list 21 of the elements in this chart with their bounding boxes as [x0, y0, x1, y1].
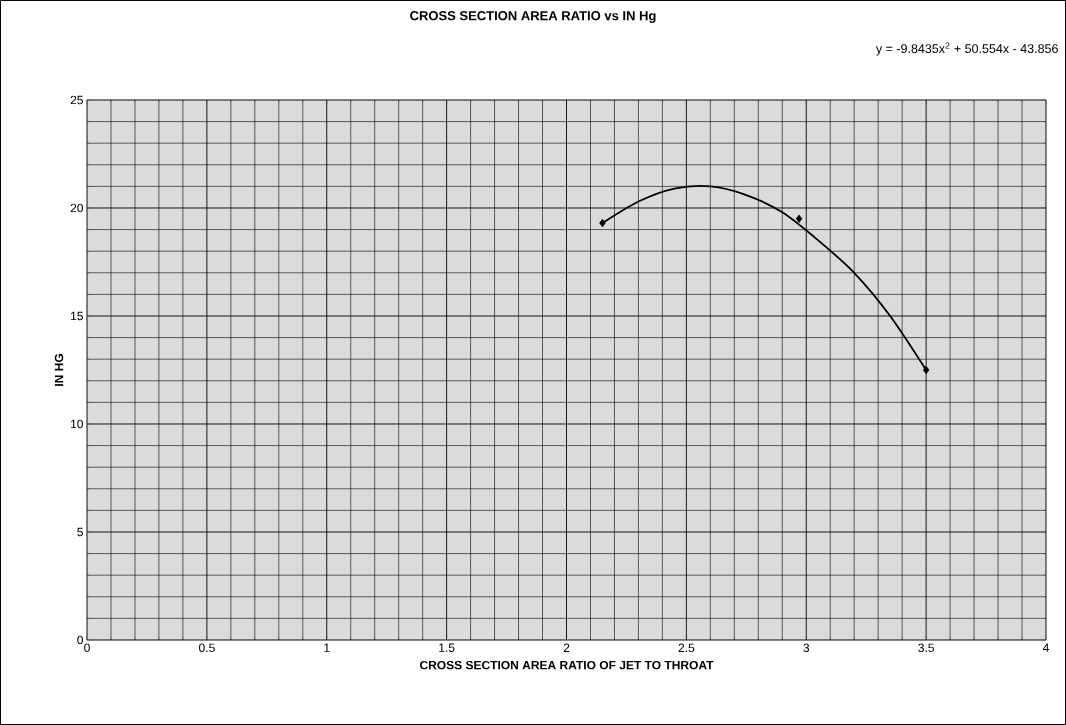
- point: [795, 214, 803, 223]
- y-tick-label: 10: [71, 419, 84, 429]
- x-tick-label: 1: [324, 643, 330, 652]
- chart-title: CROSS SECTION AREA RATIO vs IN Hg: [410, 11, 656, 23]
- text: y = -9.8435x$^{2}$ + 50.554x - 43.856: [875, 42, 1058, 56]
- point: [922, 365, 930, 375]
- x-axis-title: CROSS SECTION AREA RATIO OF JET TO THROAT: [419, 660, 714, 670]
- x-tick-label: 1.5: [439, 643, 455, 652]
- point: [599, 218, 606, 228]
- y-tick-label: 20: [70, 203, 84, 213]
- y-axis-title: IN HG: [54, 354, 64, 386]
- y-tick-label: 0: [77, 635, 84, 645]
- x-tick-label: 4: [1042, 643, 1049, 652]
- y-tick-label: 25: [70, 95, 83, 105]
- x-tick-label: 3.5: [918, 643, 934, 653]
- x-tick-label: 0.5: [199, 643, 215, 653]
- x-tick-label: 3: [803, 643, 810, 653]
- y-tick-label: 15: [71, 311, 83, 321]
- x-tick-label: 2.5: [678, 643, 695, 653]
- x-tick-label: 2: [563, 643, 570, 652]
- y-tick-label: 5: [77, 527, 83, 537]
